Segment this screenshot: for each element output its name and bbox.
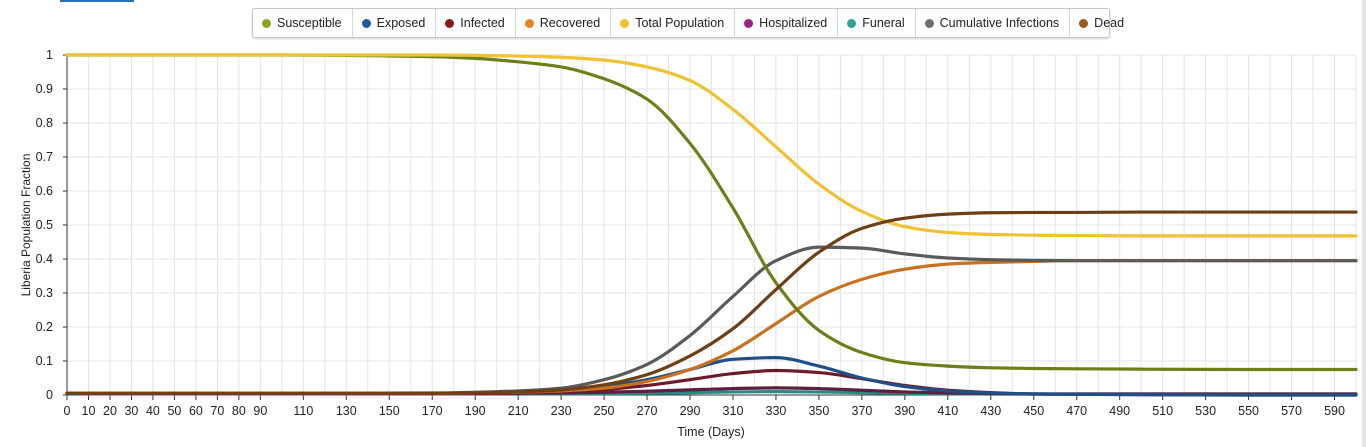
legend-label: Funeral [862,16,905,30]
series-line-total-population [65,53,1358,238]
x-tick-label: 370 [851,404,872,418]
legend-dot-icon [262,18,271,28]
legend-label: Exposed [376,16,426,30]
x-tick-label: 350 [808,404,829,418]
legend-item-dead[interactable]: Dead [1070,9,1134,37]
y-tick-label: 0.6 [36,184,53,198]
legend-dot-icon [924,18,934,28]
legend-item-hospitalized[interactable]: Hospitalized [735,9,839,37]
y-axis-label: Liberia Population Fraction [19,154,33,297]
x-tick-label: 310 [723,404,744,418]
legend-item-exposed[interactable]: Exposed [353,9,437,37]
x-tick-label: 330 [766,404,787,418]
x-tick-label: 210 [508,404,529,418]
legend-label: Dead [1094,16,1125,30]
x-tick-label: 250 [594,404,615,418]
x-tick-label: 530 [1195,404,1216,418]
y-tick-label: 0.4 [36,252,53,266]
x-tick-label: 10 [82,404,96,418]
y-tick-label: 0 [46,388,53,402]
y-tick-label: 0.5 [36,218,53,232]
legend-dot-icon [361,18,371,28]
x-tick-label: 20 [103,404,117,418]
legend-item-total-population[interactable]: Total Population [611,9,736,37]
legend-dot-icon [847,18,857,28]
legend-label: Total Population [635,16,725,30]
legend-item-infected[interactable]: Infected [436,9,516,37]
x-tick-label: 450 [1023,404,1044,418]
y-tick-label: 0.2 [36,320,53,334]
legend-label: Susceptible [277,16,342,30]
tick-labels: 0 10 20 30 40 50 60 70 80 90 110 130 150 170 190 210 230… [36,48,1345,418]
legend-item-cumulative-infections[interactable]: Cumulative Infections [916,9,1071,37]
x-tick-label: 270 [637,404,658,418]
axes [63,54,1356,400]
y-tick-label: 0.3 [36,286,53,300]
legend-item-funeral[interactable]: Funeral [838,9,916,37]
x-tick-label: 570 [1281,404,1302,418]
legend-dot-icon [744,18,754,28]
series-line-dead [65,210,1358,395]
x-tick-label: 390 [894,404,915,418]
x-tick-label: 510 [1152,404,1173,418]
x-tick-label: 70 [210,404,224,418]
x-tick-label: 80 [232,404,246,418]
legend-dot-icon [620,18,630,28]
x-tick-label: 50 [167,404,181,418]
y-tick-label: 1 [46,48,53,62]
legend-dot-icon [524,18,534,28]
top-accent-bar [60,0,134,2]
x-tick-label: 0 [64,404,71,418]
x-tick-label: 590 [1324,404,1345,418]
legend-label: Hospitalized [759,16,828,30]
x-tick-label: 40 [146,404,160,418]
x-tick-label: 470 [1066,404,1087,418]
legend-label: Cumulative Infections [939,16,1060,30]
right-border [1362,0,1366,447]
chart-legend: Susceptible Exposed Infected Recovered T… [252,8,1124,38]
y-tick-label: 0.1 [36,354,53,368]
legend-dot-icon [1079,18,1089,28]
x-tick-label: 90 [253,404,267,418]
y-tick-label: 0.9 [36,82,53,96]
legend-item-susceptible[interactable]: Susceptible [253,9,353,37]
legend-item-recovered[interactable]: Recovered [516,9,612,37]
x-tick-label: 410 [937,404,958,418]
y-tick-label: 0.7 [36,150,53,164]
x-tick-label: 230 [551,404,572,418]
x-tick-label: 170 [422,404,443,418]
x-tick-label: 150 [379,404,400,418]
x-tick-label: 550 [1238,404,1259,418]
x-tick-label: 110 [293,404,313,418]
x-tick-label: 430 [980,404,1001,418]
x-tick-label: 30 [124,404,138,418]
series-line-susceptible [65,53,1358,372]
x-tick-label: 130 [336,404,357,418]
legend-label: Infected [460,16,505,30]
legend-dot-icon [445,18,455,28]
series-lines [65,53,1358,397]
legend-label: Recovered [539,16,601,30]
x-tick-label: 490 [1109,404,1130,418]
x-axis-label: Time (Days) [677,425,745,439]
x-tick-label: 60 [189,404,203,418]
y-tick-label: 0.8 [36,116,53,130]
x-tick-label: 190 [465,404,486,418]
x-tick-label: 290 [680,404,701,418]
